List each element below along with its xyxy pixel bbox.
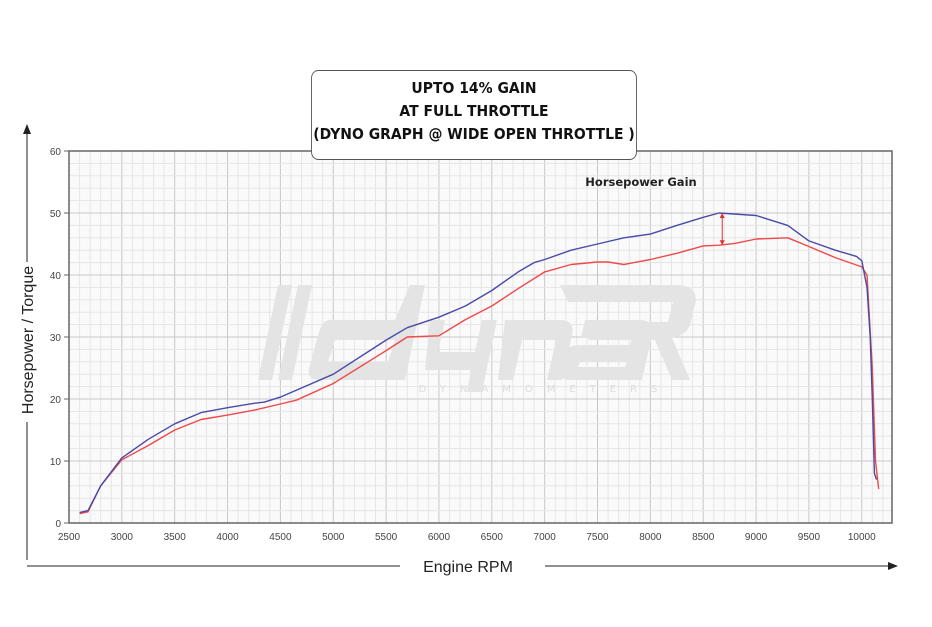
x-tick-label: 6000	[428, 532, 451, 543]
y-tick-label: 20	[50, 395, 62, 406]
x-tick-label: 9000	[745, 532, 768, 543]
callout-line-2: AT FULL THROTTLE	[399, 102, 549, 120]
x-tick-label: 8500	[692, 532, 715, 543]
x-tick-label: 9500	[798, 532, 821, 543]
y-axis-label: Horsepower / Torque	[20, 266, 37, 414]
x-tick-label: 6500	[481, 532, 504, 543]
x-tick-label: 5500	[375, 532, 398, 543]
grid	[68, 150, 892, 524]
y-arrow-head-icon	[23, 124, 31, 134]
series-line-0	[79, 212, 878, 514]
callout-line-3: (DYNO GRAPH @ WIDE OPEN THROTTLE )	[313, 125, 635, 143]
x-tick-label: 4000	[216, 532, 239, 543]
x-arrow-head-icon	[888, 562, 898, 570]
y-tick-label: 30	[50, 333, 62, 344]
y-tick-label: 60	[50, 147, 62, 158]
watermark-logo	[258, 285, 696, 392]
x-tick-label: 7000	[534, 532, 557, 543]
x-tick-label: 10000	[848, 532, 876, 543]
annotation-label: Horsepower Gain	[585, 175, 696, 189]
watermark-subtitle: DYNAMOMETERS	[419, 384, 672, 395]
x-tick-label: 3000	[111, 532, 134, 543]
x-tick-label: 4500	[269, 532, 292, 543]
x-tick-label: 8000	[639, 532, 662, 543]
x-tick-label: 5000	[322, 532, 345, 543]
y-tick-label: 50	[50, 209, 62, 220]
gain-arrow-up-icon	[719, 213, 725, 218]
gain-arrow-down-icon	[719, 240, 725, 246]
y-tick-label: 0	[55, 519, 61, 530]
y-tick-label: 10	[50, 457, 62, 468]
y-tick-label: 40	[50, 271, 62, 282]
series-line-1	[79, 237, 880, 515]
x-tick-label: 2500	[58, 532, 81, 543]
callout-line-1: UPTO 14% GAIN	[411, 79, 537, 97]
x-tick-label: 3500	[164, 532, 187, 543]
gain-callout-box: UPTO 14% GAIN AT FULL THROTTLE (DYNO GRA…	[311, 70, 637, 160]
x-tick-label: 7500	[586, 532, 609, 543]
x-axis-label: Engine RPM	[423, 559, 513, 576]
